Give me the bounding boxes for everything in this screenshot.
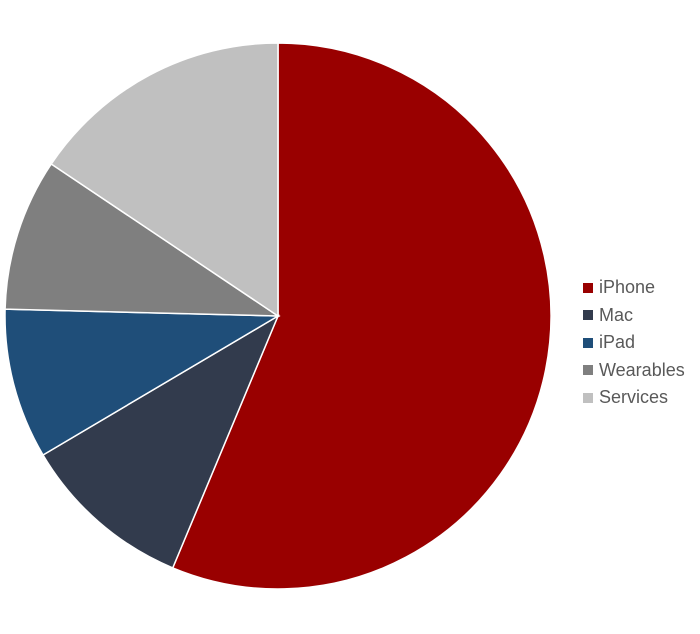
legend-label: iPad <box>599 332 636 353</box>
legend-swatch <box>583 392 593 403</box>
legend-label: Services <box>599 387 669 408</box>
legend-item-iphone: iPhone <box>583 274 685 302</box>
legend-item-mac: Mac <box>583 302 685 330</box>
legend-swatch <box>583 337 593 348</box>
pie-slice-services <box>50 42 279 318</box>
pie-slice-iphone <box>171 42 552 590</box>
pie-slice-ipad <box>4 308 281 456</box>
legend-label: Mac <box>599 304 634 325</box>
pie-slice-mac <box>41 314 280 569</box>
pie-slice-wearables <box>4 162 281 317</box>
legend-item-ipad: iPad <box>583 329 685 357</box>
legend-swatch <box>583 365 593 376</box>
legend-item-wearables: Wearables <box>583 357 685 385</box>
legend-label: iPhone <box>599 277 656 298</box>
legend-swatch <box>583 310 593 321</box>
legend-swatch <box>583 282 593 293</box>
legend-item-services: Services <box>583 384 685 412</box>
legend: iPhone Mac iPad Wearables Services <box>583 274 685 412</box>
legend-label: Wearables <box>599 359 685 380</box>
